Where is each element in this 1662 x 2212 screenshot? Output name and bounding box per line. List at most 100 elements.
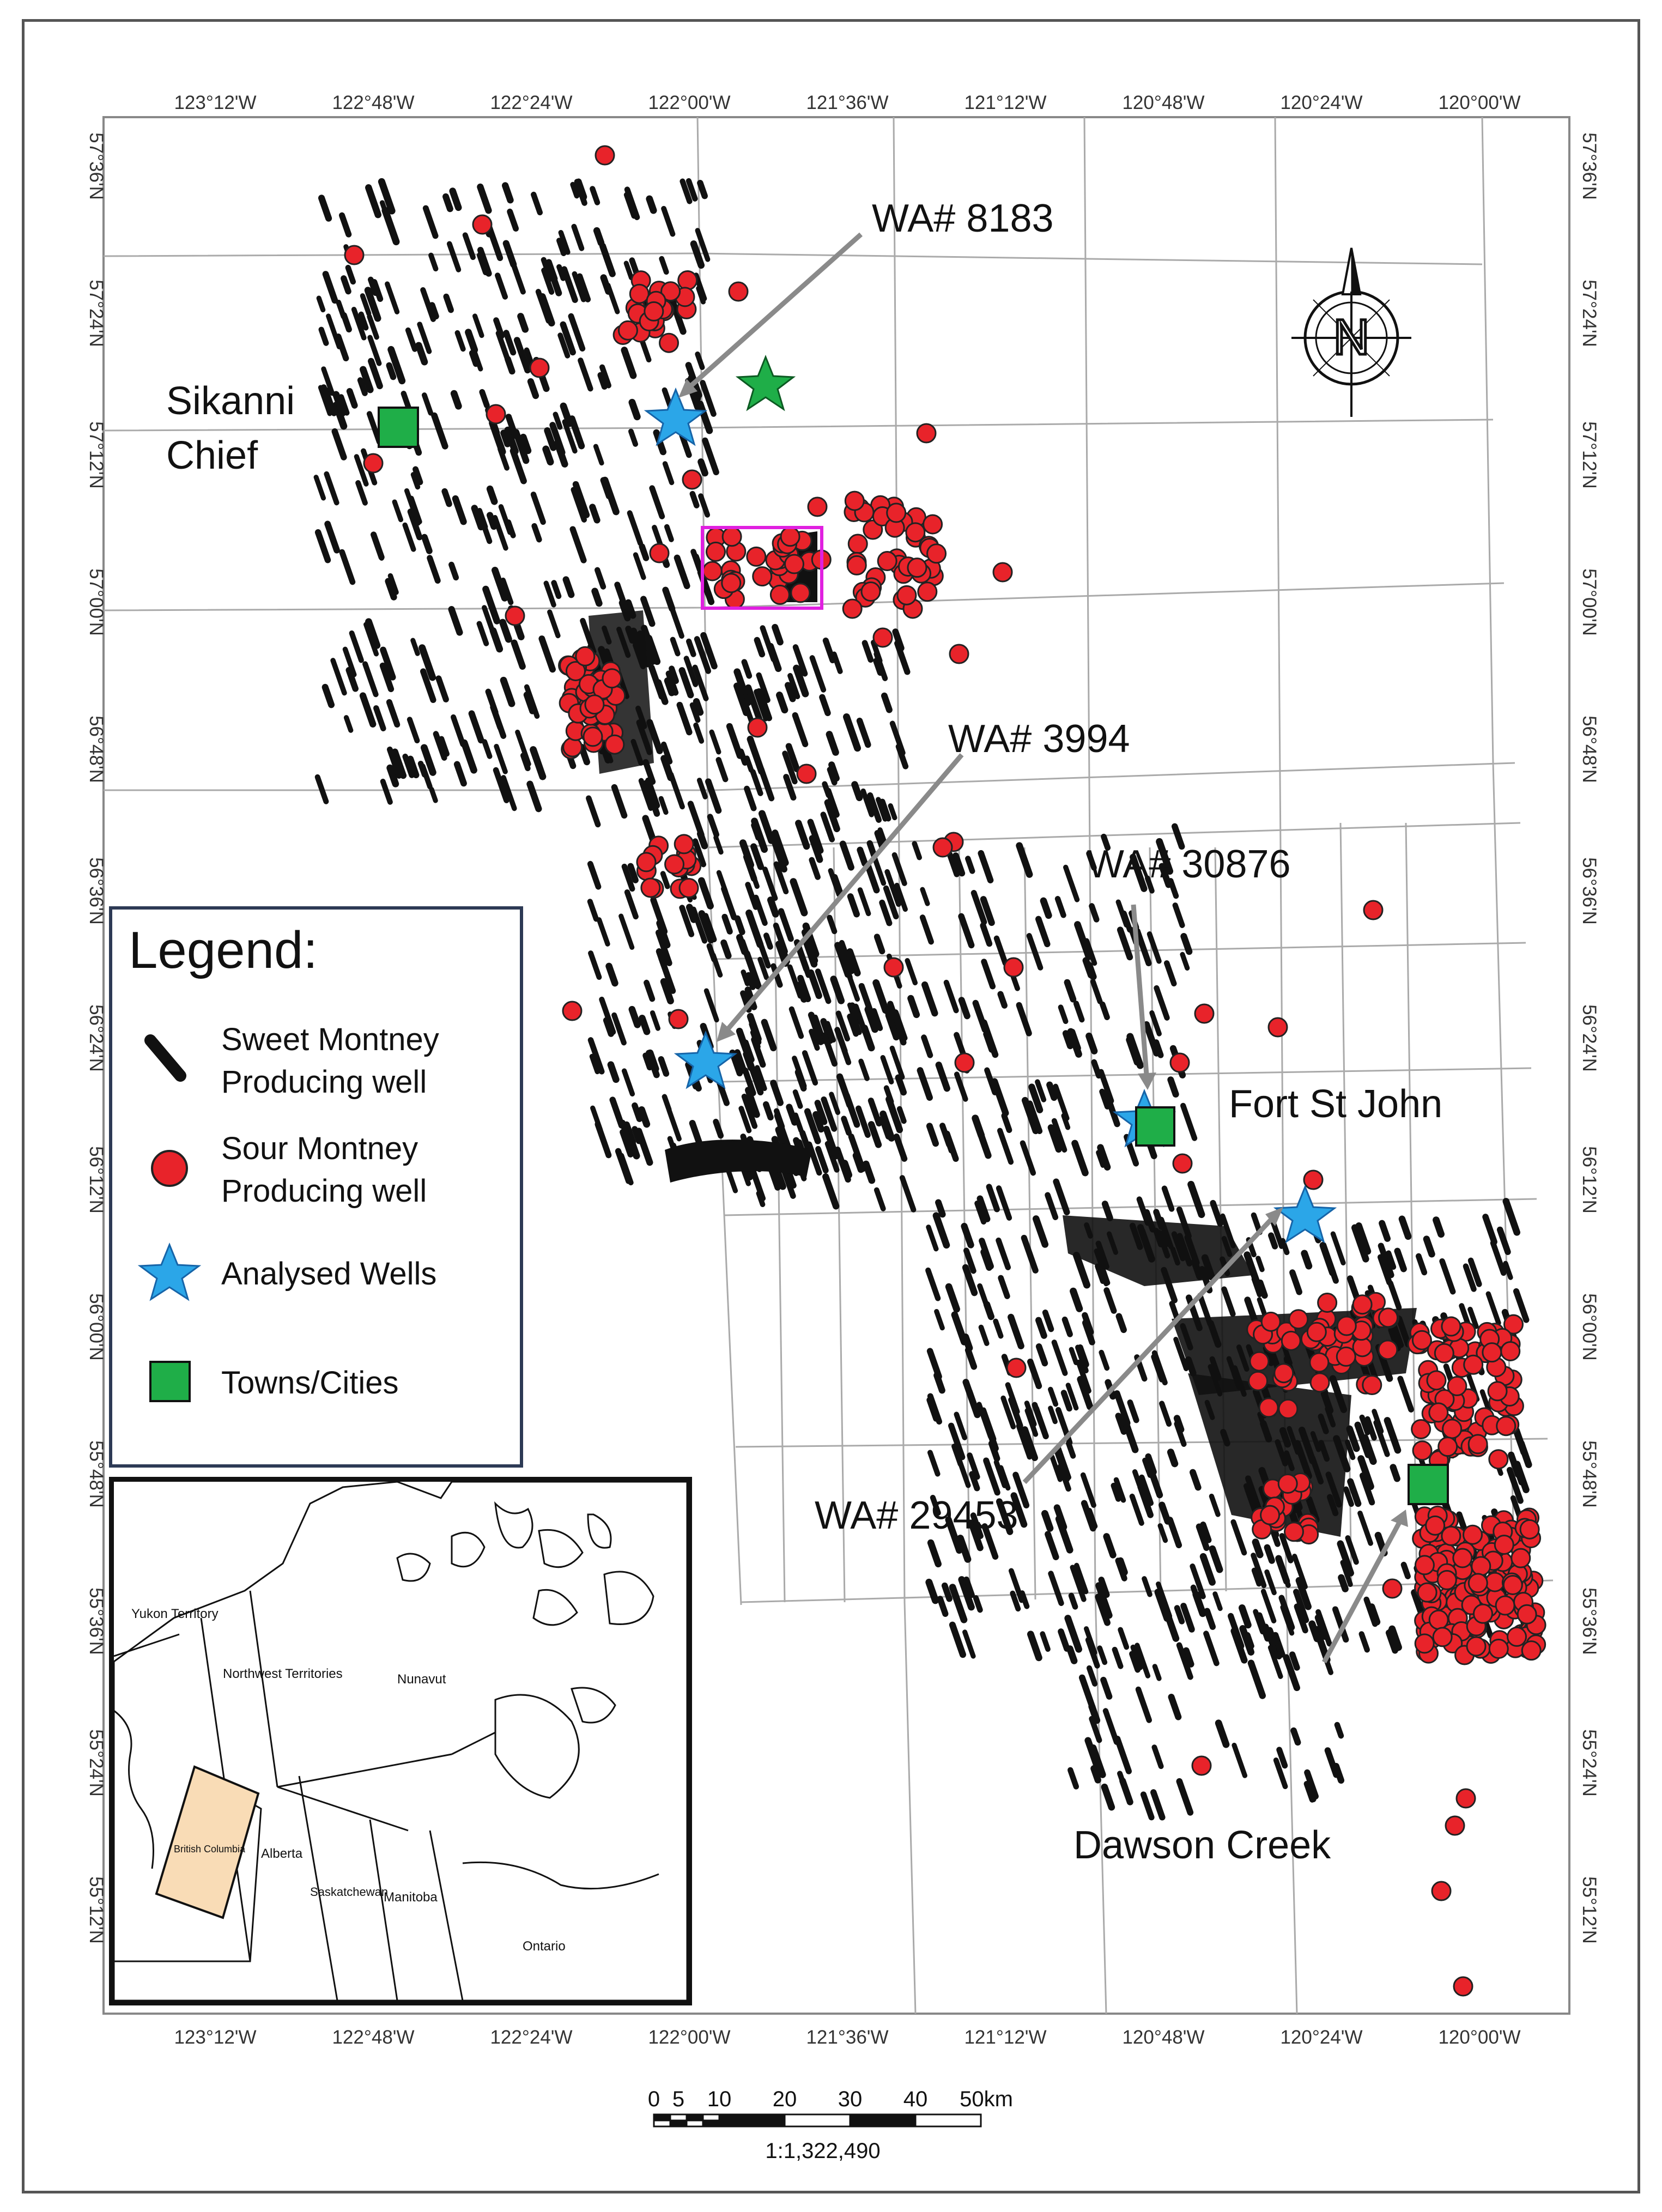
sour-well-mark bbox=[1463, 1524, 1483, 1545]
sweet-well-mark bbox=[980, 896, 995, 926]
sweet-well-mark bbox=[373, 705, 386, 731]
sour-well-mark bbox=[844, 490, 865, 511]
sweet-well-mark bbox=[470, 342, 483, 372]
sweet-well-mark bbox=[1351, 1224, 1369, 1263]
sweet-well-mark bbox=[786, 1104, 798, 1126]
sweet-well-mark bbox=[1090, 1765, 1101, 1784]
sweet-well-mark bbox=[797, 974, 811, 1002]
sweet-well-mark bbox=[809, 655, 827, 693]
sweet-well-mark bbox=[543, 580, 556, 608]
sweet-well-mark bbox=[386, 764, 399, 787]
sweet-well-mark bbox=[486, 485, 498, 505]
sweet-well-mark bbox=[660, 741, 673, 765]
sweet-well-mark bbox=[814, 1100, 828, 1125]
sweet-well-mark bbox=[560, 321, 576, 356]
sweet-well-mark bbox=[919, 914, 934, 945]
inset-label-nunavut: Nunavut bbox=[397, 1672, 446, 1687]
sweet-well-mark bbox=[1379, 1220, 1391, 1242]
sweet-well-mark bbox=[635, 1128, 653, 1166]
sweet-well-mark bbox=[633, 552, 646, 580]
sweet-well-mark bbox=[907, 995, 920, 1019]
sweet-well-mark bbox=[889, 720, 906, 756]
sweet-well-mark bbox=[754, 931, 771, 969]
sweet-well-mark bbox=[571, 487, 587, 523]
town-symbol bbox=[149, 1361, 191, 1402]
sweet-well-mark bbox=[632, 1126, 642, 1144]
sweet-well-mark bbox=[623, 1121, 636, 1146]
sweet-well-mark bbox=[993, 935, 1009, 966]
sweet-well-mark bbox=[1099, 1001, 1110, 1020]
sweet-well-mark bbox=[696, 778, 708, 799]
sweet-well-mark bbox=[627, 510, 644, 546]
sweet-well-mark bbox=[958, 1576, 975, 1611]
sweet-well-mark bbox=[853, 1003, 868, 1034]
sweet-well-mark bbox=[1099, 1088, 1111, 1110]
sour-well-mark bbox=[1453, 1976, 1473, 1997]
sweet-well-mark bbox=[823, 1125, 839, 1160]
sweet-well-mark bbox=[866, 840, 877, 858]
sweet-well-mark bbox=[570, 181, 580, 199]
sour-well-mark bbox=[1467, 1434, 1488, 1455]
sour-well-mark bbox=[1471, 1556, 1491, 1577]
sweet-well-mark bbox=[1137, 1483, 1154, 1518]
sweet-well-mark bbox=[1278, 1563, 1291, 1588]
callout-arrowheads bbox=[678, 379, 1408, 1527]
sour-well-mark bbox=[1428, 1402, 1449, 1423]
left-lat-tick: 55°36'N bbox=[86, 1587, 107, 1655]
sweet-well-mark bbox=[1086, 850, 1097, 871]
sweet-well-mark bbox=[1032, 1215, 1049, 1248]
sweet-well-mark bbox=[1314, 1614, 1328, 1640]
sweet-well-mark bbox=[420, 668, 436, 704]
sweet-well-mark bbox=[864, 1005, 879, 1033]
sweet-well-mark bbox=[486, 512, 498, 530]
sweet-well-mark bbox=[1257, 1279, 1268, 1299]
sweet-well-mark bbox=[652, 525, 663, 548]
sweet-well-mark bbox=[698, 910, 714, 944]
sweet-well-mark bbox=[733, 668, 751, 706]
sweet-well-mark bbox=[538, 635, 556, 673]
sweet-well-mark bbox=[895, 1074, 907, 1096]
sweet-well-mark bbox=[507, 208, 519, 232]
sweet-well-mark bbox=[689, 702, 701, 723]
sweet-well-mark bbox=[815, 1146, 829, 1174]
right-lat-tick: 56°12'N bbox=[1579, 1146, 1600, 1214]
sweet-well-mark bbox=[418, 644, 436, 681]
sweet-well-mark bbox=[885, 1095, 903, 1134]
sweet-well-mark bbox=[1513, 1427, 1527, 1456]
sweet-well-mark bbox=[664, 524, 674, 542]
sweet-well-mark bbox=[638, 1106, 651, 1128]
sweet-well-mark bbox=[646, 195, 657, 214]
sweet-well-mark bbox=[660, 871, 670, 889]
sweet-well-mark bbox=[1115, 1313, 1127, 1334]
sour-well-mark bbox=[807, 496, 828, 517]
sweet-well-mark bbox=[1467, 1306, 1479, 1329]
sweet-well-mark bbox=[1055, 1515, 1073, 1554]
sweet-well-mark bbox=[970, 1512, 984, 1540]
sweet-well-mark bbox=[1130, 853, 1148, 892]
sweet-well-mark bbox=[1364, 1416, 1377, 1441]
sweet-well-mark bbox=[476, 621, 489, 646]
sweet-well-mark bbox=[715, 757, 729, 783]
sweet-well-mark bbox=[379, 200, 390, 218]
sweet-well-mark bbox=[1173, 1336, 1189, 1372]
sour-well-mark bbox=[472, 214, 493, 235]
sweet-well-mark bbox=[562, 576, 575, 598]
sweet-well-mark bbox=[700, 632, 718, 670]
sour-well-mark bbox=[1260, 1311, 1281, 1332]
sweet-well-mark bbox=[1097, 1645, 1108, 1665]
sweet-well-mark bbox=[314, 774, 329, 804]
sweet-well-mark bbox=[1294, 1603, 1308, 1634]
sour-well-mark bbox=[1432, 1627, 1453, 1647]
left-lat-tick: 55°24'N bbox=[86, 1729, 107, 1797]
sweet-well-mark bbox=[887, 1001, 903, 1033]
right-lat-tick: 55°48'N bbox=[1579, 1440, 1600, 1508]
sour-well-mark bbox=[584, 694, 605, 715]
sweet-well-mark bbox=[1340, 1560, 1353, 1587]
sweet-well-mark bbox=[640, 596, 656, 627]
sweet-well-mark bbox=[482, 605, 497, 638]
sour-well-mark bbox=[1352, 1294, 1373, 1315]
sweet-well-mark bbox=[963, 1576, 975, 1598]
sweet-well-mark bbox=[407, 508, 423, 541]
sweet-well-mark bbox=[1273, 1758, 1288, 1789]
